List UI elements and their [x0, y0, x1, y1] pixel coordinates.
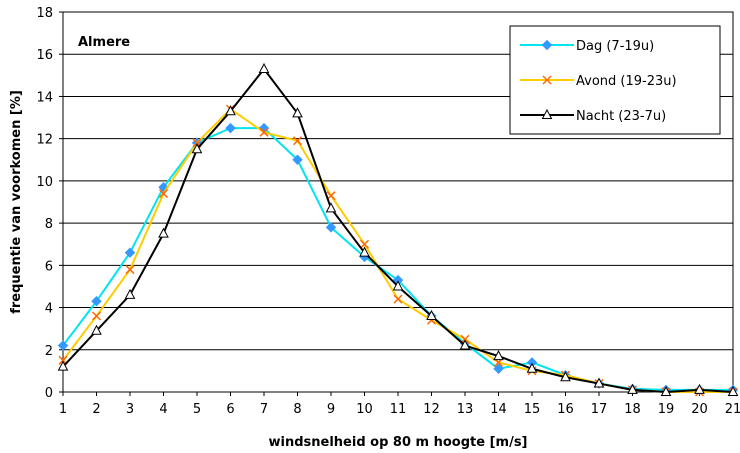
data-point	[459, 339, 471, 350]
data-point	[57, 340, 69, 351]
data-point	[493, 363, 504, 374]
data-point	[393, 294, 403, 304]
y-tick-label: 12	[36, 133, 53, 148]
y-axis-title: frequentie van voorkomen [%]	[9, 90, 24, 314]
legend-label: Nacht (23-7u)	[576, 109, 666, 124]
x-tick-label: 6	[226, 402, 234, 417]
x-tick-label: 4	[159, 402, 167, 417]
y-tick-label: 4	[45, 302, 53, 317]
data-point	[359, 239, 370, 249]
y-tick-label: 6	[45, 259, 53, 274]
data-point	[191, 143, 203, 154]
y-tick-label: 18	[36, 6, 53, 21]
data-point	[91, 311, 102, 321]
x-tick-label: 1	[59, 402, 67, 417]
legend-marker	[541, 108, 553, 119]
data-point	[627, 383, 638, 394]
data-point	[124, 288, 136, 299]
data-point	[91, 296, 102, 307]
y-tick-label: 0	[45, 386, 53, 401]
data-point	[158, 227, 169, 238]
chart-title: Almere	[78, 35, 130, 50]
x-tick-label: 16	[557, 402, 574, 417]
data-point	[158, 189, 169, 199]
data-point	[125, 265, 135, 275]
data-point	[258, 62, 270, 73]
data-point	[359, 246, 370, 257]
data-point	[292, 107, 303, 118]
x-tick-label: 7	[260, 402, 268, 417]
data-point	[225, 105, 236, 116]
data-point	[593, 377, 605, 388]
data-point	[392, 280, 404, 291]
y-tick-label: 2	[45, 344, 53, 359]
x-tick-label: 9	[327, 402, 335, 417]
x-tick-label: 17	[591, 402, 608, 417]
x-tick-label: 12	[423, 402, 440, 417]
x-tick-label: 14	[490, 402, 507, 417]
series-3	[57, 62, 739, 396]
y-tick-label: 14	[36, 90, 53, 105]
legend-label: Dag (7-19u)	[576, 39, 654, 54]
legend: Dag (7-19u) Avond (19-23u) Nacht (23-7u)	[509, 25, 721, 135]
x-tick-label: 21	[725, 402, 740, 417]
data-point	[91, 324, 102, 335]
x-axis-ticks: 1 2 3 4 5 6 7 8 9 10 11 12 13 14 15 16 17 18 19 20 21	[59, 392, 740, 417]
data-point	[426, 309, 437, 320]
series-1	[57, 122, 739, 396]
x-tick-label: 20	[691, 402, 708, 417]
data-point	[259, 127, 269, 137]
y-tick-label: 16	[36, 48, 53, 63]
data-point	[660, 385, 672, 396]
data-point	[493, 350, 504, 361]
legend-marker	[542, 75, 552, 85]
series-lines	[57, 62, 739, 397]
x-tick-label: 18	[624, 402, 641, 417]
x-tick-label: 8	[293, 402, 301, 417]
x-axis-title: windsnelheid op 80 m hoogte [m/s]	[269, 435, 528, 450]
x-tick-label: 2	[92, 402, 100, 417]
data-point	[694, 383, 705, 394]
data-point	[325, 222, 337, 233]
y-axis-ticks: 0 2 4 6 8 10 12 14 16 18	[36, 6, 63, 401]
data-point	[560, 371, 571, 382]
series-line	[62, 127, 733, 391]
x-tick-label: 3	[126, 402, 134, 417]
data-point	[292, 136, 303, 146]
x-tick-label: 19	[658, 402, 675, 417]
legend-label: Avond (19-23u)	[576, 74, 677, 89]
x-tick-label: 10	[356, 402, 373, 417]
data-point	[526, 362, 538, 373]
x-tick-label: 5	[193, 402, 201, 417]
y-tick-label: 10	[36, 175, 53, 190]
data-point	[225, 122, 236, 134]
series-2	[58, 104, 738, 397]
data-point	[292, 154, 303, 165]
y-tick-label: 8	[45, 217, 53, 232]
legend-marker	[541, 39, 553, 51]
data-point	[57, 360, 69, 371]
x-tick-label: 11	[390, 402, 407, 417]
x-tick-label: 15	[524, 402, 541, 417]
data-point	[325, 202, 337, 213]
data-point	[124, 247, 136, 258]
data-point	[727, 385, 739, 396]
x-tick-label: 13	[457, 402, 474, 417]
